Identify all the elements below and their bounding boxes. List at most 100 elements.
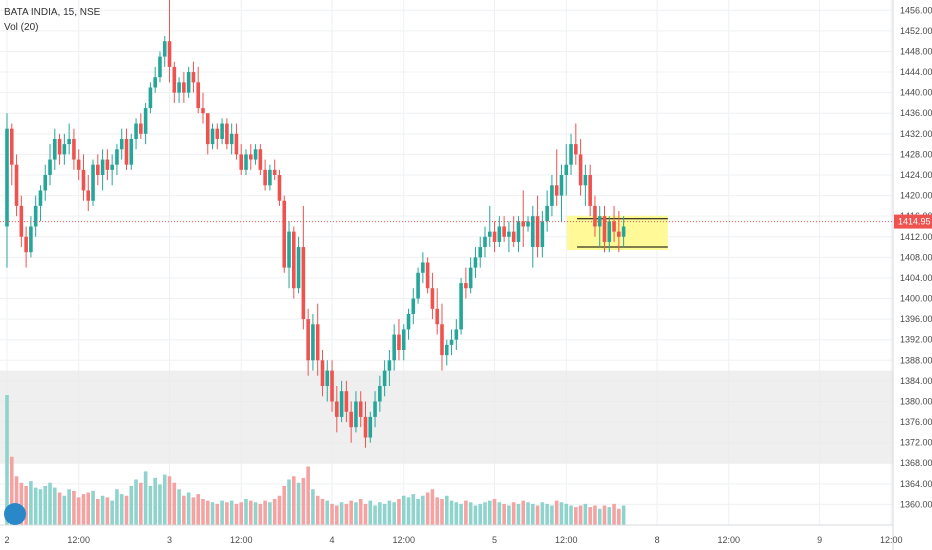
- candle-body[interactable]: [487, 231, 492, 237]
- candle-body[interactable]: [464, 283, 468, 289]
- candle-body[interactable]: [354, 401, 358, 428]
- candle-body[interactable]: [172, 66, 177, 93]
- candle-body[interactable]: [292, 231, 296, 289]
- candle-body[interactable]: [282, 200, 287, 268]
- candle-body[interactable]: [253, 149, 258, 160]
- candle-body[interactable]: [234, 133, 239, 155]
- candle-body[interactable]: [263, 169, 267, 186]
- candle-body[interactable]: [545, 205, 549, 222]
- tradingview-logo-icon[interactable]: [4, 503, 26, 525]
- candle-body[interactable]: [569, 144, 573, 165]
- candle-body[interactable]: [335, 401, 339, 417]
- candle-body[interactable]: [315, 324, 320, 361]
- candle-body[interactable]: [554, 185, 559, 196]
- candle-body[interactable]: [205, 113, 210, 145]
- candle-body[interactable]: [277, 175, 282, 201]
- candle-body[interactable]: [540, 221, 545, 248]
- candle-body[interactable]: [583, 175, 588, 186]
- candle-body[interactable]: [53, 138, 57, 160]
- candle-body[interactable]: [612, 221, 616, 232]
- candle-body[interactable]: [67, 138, 71, 145]
- candle-body[interactable]: [478, 247, 483, 258]
- candle-body[interactable]: [416, 272, 420, 299]
- candle-body[interactable]: [454, 329, 459, 340]
- candle-body[interactable]: [444, 344, 449, 356]
- candle-body[interactable]: [588, 175, 592, 206]
- candle-body[interactable]: [43, 175, 48, 191]
- candle-body[interactable]: [468, 267, 473, 289]
- candle-body[interactable]: [182, 82, 186, 93]
- candle-body[interactable]: [373, 401, 377, 417]
- candle-body[interactable]: [124, 138, 129, 165]
- candle-body[interactable]: [521, 221, 526, 227]
- candle-body[interactable]: [100, 159, 105, 175]
- candle-body[interactable]: [210, 128, 215, 145]
- candle-body[interactable]: [29, 226, 33, 253]
- candle-body[interactable]: [191, 72, 196, 83]
- candle-body[interactable]: [435, 308, 439, 325]
- candle-body[interactable]: [483, 236, 487, 248]
- candle-body[interactable]: [287, 231, 291, 268]
- candle-body[interactable]: [5, 128, 9, 227]
- candle-body[interactable]: [33, 205, 38, 227]
- candle-body[interactable]: [81, 169, 86, 191]
- candle-body[interactable]: [349, 411, 353, 428]
- candle-body[interactable]: [177, 82, 181, 93]
- candle-body[interactable]: [358, 401, 363, 417]
- candle-body[interactable]: [91, 164, 95, 201]
- candle-body[interactable]: [139, 123, 143, 134]
- candle-body[interactable]: [344, 391, 349, 412]
- candle-body[interactable]: [272, 169, 277, 175]
- candle-body[interactable]: [425, 262, 430, 289]
- candle-body[interactable]: [38, 190, 43, 206]
- candle-body[interactable]: [62, 144, 67, 155]
- candle-body[interactable]: [86, 190, 91, 201]
- candle-body[interactable]: [268, 169, 272, 186]
- candle-body[interactable]: [507, 231, 511, 237]
- candle-body[interactable]: [48, 159, 52, 175]
- candle-body[interactable]: [115, 149, 119, 165]
- candle-body[interactable]: [153, 77, 157, 88]
- candle-body[interactable]: [449, 339, 454, 345]
- candle-body[interactable]: [186, 72, 191, 93]
- candle-body[interactable]: [119, 138, 124, 150]
- candle-body[interactable]: [602, 216, 607, 242]
- candle-body[interactable]: [134, 123, 138, 139]
- candle-body[interactable]: [617, 231, 621, 237]
- candle-body[interactable]: [559, 175, 564, 196]
- candle-body[interactable]: [320, 360, 325, 387]
- candle-body[interactable]: [167, 41, 172, 67]
- candle-body[interactable]: [526, 221, 530, 227]
- candle-body[interactable]: [196, 82, 200, 109]
- candle-body[interactable]: [296, 247, 301, 289]
- candle-body[interactable]: [392, 334, 396, 361]
- candle-body[interactable]: [578, 154, 583, 186]
- candle-body[interactable]: [387, 360, 392, 371]
- candle-body[interactable]: [110, 164, 114, 170]
- candle-body[interactable]: [564, 164, 569, 175]
- candle-body[interactable]: [621, 226, 626, 237]
- candle-body[interactable]: [368, 416, 373, 438]
- candle-body[interactable]: [24, 236, 28, 253]
- candle-body[interactable]: [421, 262, 425, 273]
- candle-body[interactable]: [378, 386, 382, 402]
- candle-body[interactable]: [306, 319, 310, 361]
- candle-body[interactable]: [497, 226, 502, 242]
- candle-body[interactable]: [430, 288, 435, 309]
- candle-body[interactable]: [201, 108, 205, 114]
- candle-body[interactable]: [511, 231, 516, 242]
- candle-body[interactable]: [440, 324, 444, 356]
- candle-body[interactable]: [57, 138, 62, 155]
- candle-body[interactable]: [244, 154, 248, 170]
- candle-body[interactable]: [535, 216, 540, 248]
- candle-body[interactable]: [382, 370, 387, 387]
- candle-body[interactable]: [459, 283, 463, 330]
- candle-body[interactable]: [574, 144, 578, 155]
- candle-body[interactable]: [531, 216, 535, 248]
- candle-body[interactable]: [229, 133, 234, 145]
- candle-body[interactable]: [148, 87, 153, 109]
- candle-body[interactable]: [593, 205, 597, 227]
- candle-body[interactable]: [516, 221, 521, 242]
- candle-body[interactable]: [76, 159, 81, 170]
